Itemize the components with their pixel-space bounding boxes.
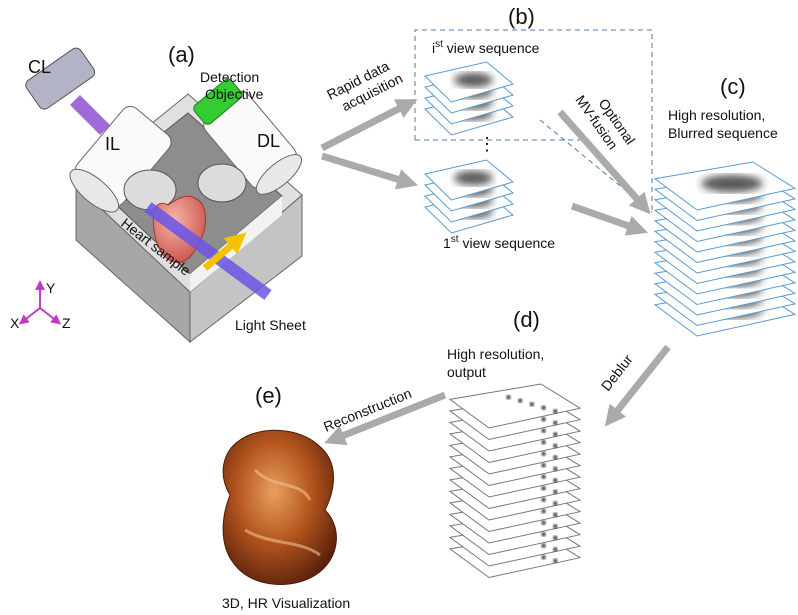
scan-arrow [202, 232, 247, 271]
slice-feature [541, 532, 546, 537]
slice-feature [454, 72, 493, 88]
fusion-label: Optional MV-fusion [572, 82, 649, 173]
slice-feature [553, 478, 558, 483]
slice-feature [553, 420, 558, 425]
slice-feature [701, 174, 763, 193]
slice-feature [553, 455, 558, 460]
index: i [432, 40, 435, 56]
panel-label: (d) [513, 307, 540, 332]
slice-feature [553, 558, 558, 563]
arrow [320, 99, 418, 152]
axis-x [18, 307, 41, 325]
first-sequence-label: 1st view sequence [443, 234, 555, 251]
slice-feature [541, 520, 546, 525]
panel-label: (c) [720, 74, 746, 99]
ith-sequence-label: ist view sequence [432, 39, 540, 56]
dl-label: DL [257, 131, 280, 151]
dl-objective [193, 78, 303, 195]
slice-feature [541, 509, 546, 514]
slice-feature [541, 486, 546, 491]
index: 1 [443, 235, 451, 251]
line: Detection [200, 69, 259, 85]
slice-feature [454, 170, 493, 186]
panel-label: (b) [508, 4, 535, 29]
slice-feature [541, 440, 546, 445]
line: output [447, 364, 486, 380]
slice-feature [541, 543, 546, 548]
detection-objective-label: Detection Objective [200, 69, 279, 102]
arrow [324, 391, 447, 446]
il-label: IL [105, 134, 120, 154]
slice-feature [506, 395, 511, 400]
light-sheet-beam [144, 202, 272, 300]
slice-feature [541, 417, 546, 422]
superscript: st [435, 39, 443, 50]
arrow [557, 109, 651, 215]
slice-feature [553, 489, 558, 494]
arrow [320, 152, 419, 190]
ellipsis-dots: ⋮ [478, 134, 496, 154]
slice-feature [553, 443, 558, 448]
axis-x-label: X [10, 315, 20, 331]
slice-feature [553, 466, 558, 471]
slice-feature [553, 409, 558, 414]
line: High resolution, [447, 346, 544, 362]
slice-feature [553, 524, 558, 529]
slice-stacks [423, 61, 797, 579]
slice-feature [553, 501, 558, 506]
slice-feature [553, 512, 558, 517]
line: Objective [205, 86, 264, 102]
axis-y-label: Y [46, 280, 56, 296]
heart-texture [244, 468, 321, 557]
slice-feature [541, 474, 546, 479]
cl-label: CL [28, 57, 51, 77]
superscript: st [451, 234, 459, 245]
slice-feature [518, 398, 523, 403]
slice-feature [553, 547, 558, 552]
slice-feature [553, 432, 558, 437]
il-tip [123, 169, 177, 211]
reconstructed-heart [222, 429, 337, 585]
slice-plane [448, 383, 582, 429]
blurred-stack-label: High resolution, Blurred sequence [668, 107, 789, 141]
slice [448, 383, 582, 429]
light-sheet-label: Light Sheet [235, 317, 306, 333]
line: Blurred sequence [668, 125, 778, 141]
text: view sequence [459, 235, 556, 251]
axis-z-label: Z [62, 315, 71, 331]
arrow [570, 202, 648, 236]
arrow [604, 344, 671, 427]
panel-label: (a) [168, 42, 195, 67]
setup [18, 47, 303, 344]
slice-feature [541, 463, 546, 468]
slice [653, 161, 797, 211]
text: view sequence [443, 40, 540, 56]
output-stack-label: High resolution, output [447, 346, 564, 380]
slice-feature [529, 402, 535, 407]
axis-z [39, 307, 62, 325]
panel-label: (e) [255, 383, 282, 408]
slice-feature [541, 555, 546, 560]
slice-feature [541, 497, 546, 502]
deblur-label: Deblur [598, 351, 636, 394]
visualization-label: 3D, HR Visualization [222, 595, 350, 611]
slice-feature [541, 428, 546, 433]
slice [423, 61, 515, 103]
slice-feature [541, 451, 546, 456]
slice-feature [541, 405, 546, 410]
illumination-beam [70, 95, 110, 135]
dl-tip [197, 163, 247, 203]
cl-lens [25, 47, 96, 110]
slice [423, 159, 515, 201]
slice-feature [553, 535, 558, 540]
view-box [414, 29, 653, 212]
line: High resolution, [668, 107, 765, 123]
